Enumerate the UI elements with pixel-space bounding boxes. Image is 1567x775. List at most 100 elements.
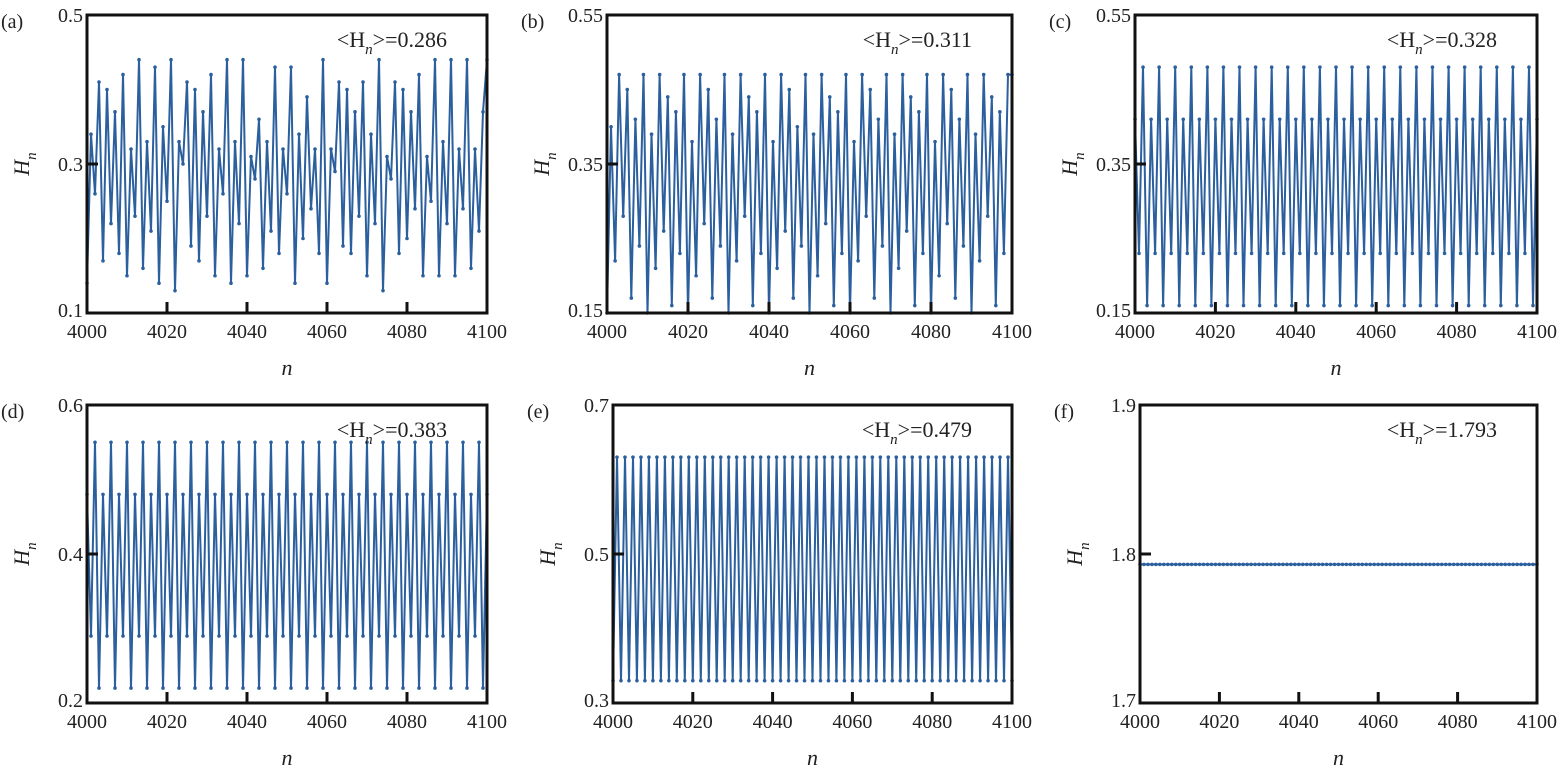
data-point (221, 440, 225, 445)
panel-label: (c) (1049, 11, 1071, 33)
subplot-b: 4000 4020 4040 4060 4080 4100 0.15 0.35 0.55 (b) n… (521, 5, 1032, 380)
data-point (874, 678, 879, 683)
x-tick-label: 4000 (593, 711, 633, 733)
data-point (921, 251, 925, 256)
data-point (269, 440, 273, 445)
data-point (1298, 251, 1302, 256)
data-point (1173, 65, 1177, 69)
annotation-prefix: <H (337, 27, 365, 52)
data-point (209, 72, 213, 77)
data-point (157, 281, 161, 286)
data-point (1193, 303, 1198, 308)
data-point (966, 455, 970, 459)
data-point (261, 266, 265, 271)
data-point (345, 634, 349, 638)
data-point (917, 110, 921, 114)
data-point (844, 72, 848, 77)
data-point (437, 273, 441, 278)
data-point (1372, 562, 1377, 567)
data-point (925, 72, 929, 77)
data-point (257, 117, 261, 122)
data-point (1519, 117, 1523, 122)
data-point (281, 147, 285, 151)
data-point (617, 72, 621, 77)
data-point (1358, 117, 1362, 122)
data-point (93, 192, 97, 196)
y-axis-label: Hn (529, 152, 560, 176)
data-point (942, 455, 946, 459)
data-point (950, 455, 954, 459)
data-point (850, 678, 855, 683)
data-point (1304, 562, 1309, 567)
data-point (822, 455, 827, 459)
data-point (994, 678, 998, 683)
data-point (615, 455, 619, 459)
data-point (1368, 562, 1373, 567)
data-point (1002, 678, 1006, 683)
data-point (189, 440, 193, 445)
data-point (1273, 303, 1278, 308)
x-tick-label: 4020 (147, 711, 187, 733)
y-tick-label: 1.7 (1111, 690, 1136, 712)
annotation-prefix: <H (337, 417, 365, 442)
data-point (193, 87, 197, 92)
data-point (1157, 65, 1161, 69)
annotation-suffix: >=0.479 (898, 417, 972, 442)
mean-annotation: <Hn>=0.286 (337, 27, 447, 58)
data-point (856, 259, 860, 263)
data-point (1384, 562, 1388, 567)
data-point (421, 273, 425, 278)
data-point (625, 87, 630, 92)
data-point (1400, 562, 1404, 567)
data-point (1388, 562, 1392, 567)
data-point (665, 95, 670, 99)
annotation-prefix: <H (1387, 417, 1415, 442)
data-point (1213, 562, 1218, 567)
data-point (441, 139, 445, 144)
data-point (1338, 303, 1342, 308)
data-point (177, 686, 181, 690)
data-point (105, 87, 109, 92)
data-point (289, 686, 293, 690)
y-tick-label: 0.5 (584, 544, 609, 566)
data-point (273, 686, 277, 690)
data-point (1442, 251, 1447, 256)
data-point (421, 492, 425, 497)
data-point (457, 147, 461, 151)
data-point (1249, 562, 1253, 567)
data-point (722, 72, 727, 77)
data-point (221, 192, 225, 196)
x-tick-label: 4040 (227, 711, 267, 733)
data-point (1201, 251, 1206, 256)
data-point (846, 455, 851, 459)
data-point (1281, 251, 1286, 256)
data-point (353, 686, 357, 690)
panel-label: (d) (1, 401, 24, 423)
data-point (301, 236, 305, 241)
x-tick-label: 4040 (1279, 711, 1319, 733)
x-tick-label: 4100 (467, 321, 507, 343)
data-point (799, 244, 804, 248)
data-point (309, 206, 313, 211)
data-point (1402, 303, 1407, 308)
data-point (1310, 117, 1314, 122)
y-axis-label: Hn (535, 542, 566, 566)
data-point (1380, 562, 1384, 567)
data-point (659, 678, 663, 683)
data-point (840, 251, 844, 256)
data-point (305, 95, 309, 99)
data-point (858, 678, 863, 683)
data-point (1257, 303, 1262, 308)
data-point (900, 72, 905, 77)
data-point (353, 110, 357, 114)
data-point (333, 169, 337, 174)
data-point (1205, 562, 1210, 567)
annotation-suffix: >=0.383 (373, 417, 447, 442)
data-point (309, 492, 313, 497)
data-point (261, 492, 265, 497)
data-point (457, 634, 461, 638)
data-point (125, 273, 129, 278)
data-point (253, 177, 257, 181)
data-point (864, 214, 868, 218)
data-point (1253, 65, 1258, 69)
